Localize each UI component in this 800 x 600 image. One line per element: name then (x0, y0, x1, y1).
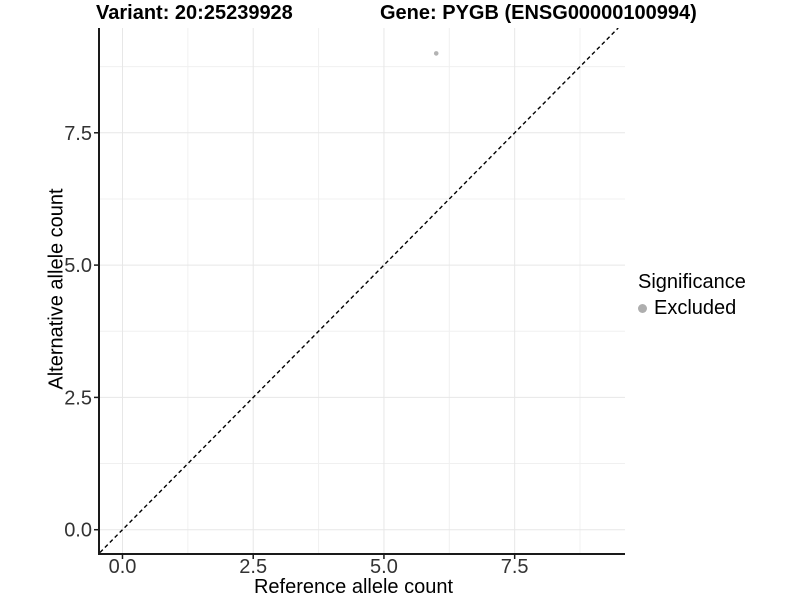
axis-lines (98, 28, 625, 555)
variant-title: Variant: 20:25239928 (96, 2, 293, 24)
y-axis-title: Alternative allele count (45, 188, 68, 390)
legend-item-excluded: Excluded (638, 297, 746, 320)
x-tick-label: 0.0 (109, 556, 137, 578)
identity-line (100, 28, 619, 553)
x-tick-label: 5.0 (370, 556, 398, 578)
gridlines-major (100, 28, 625, 553)
identity-line-group (100, 28, 619, 553)
data-point (433, 51, 439, 56)
x-axis-title: Reference allele count (253, 576, 453, 598)
y-tick-label: 2.5 (64, 387, 92, 409)
legend-item-label: Excluded (654, 297, 737, 319)
y-tick-label: 0.0 (64, 520, 92, 542)
x-tick-label: 2.5 (239, 556, 267, 578)
excluded-point-icon (638, 304, 647, 313)
legend-title: Significance (638, 271, 746, 293)
axis-tick-marks (94, 132, 516, 559)
y-tick-labels: 0.0 2.5 5.0 7.5 (64, 123, 92, 542)
x-tick-label: 7.5 (501, 556, 529, 578)
gridlines-minor (100, 28, 625, 553)
x-tick-labels: 0.0 2.5 5.0 7.5 (109, 556, 529, 578)
y-tick-label: 5.0 (64, 255, 92, 277)
data-points (433, 51, 439, 56)
legend: Significance Excluded (638, 271, 746, 320)
y-tick-label: 7.5 (64, 123, 92, 145)
gene-title: Gene: PYGB (ENSG00000100994) (380, 2, 697, 24)
